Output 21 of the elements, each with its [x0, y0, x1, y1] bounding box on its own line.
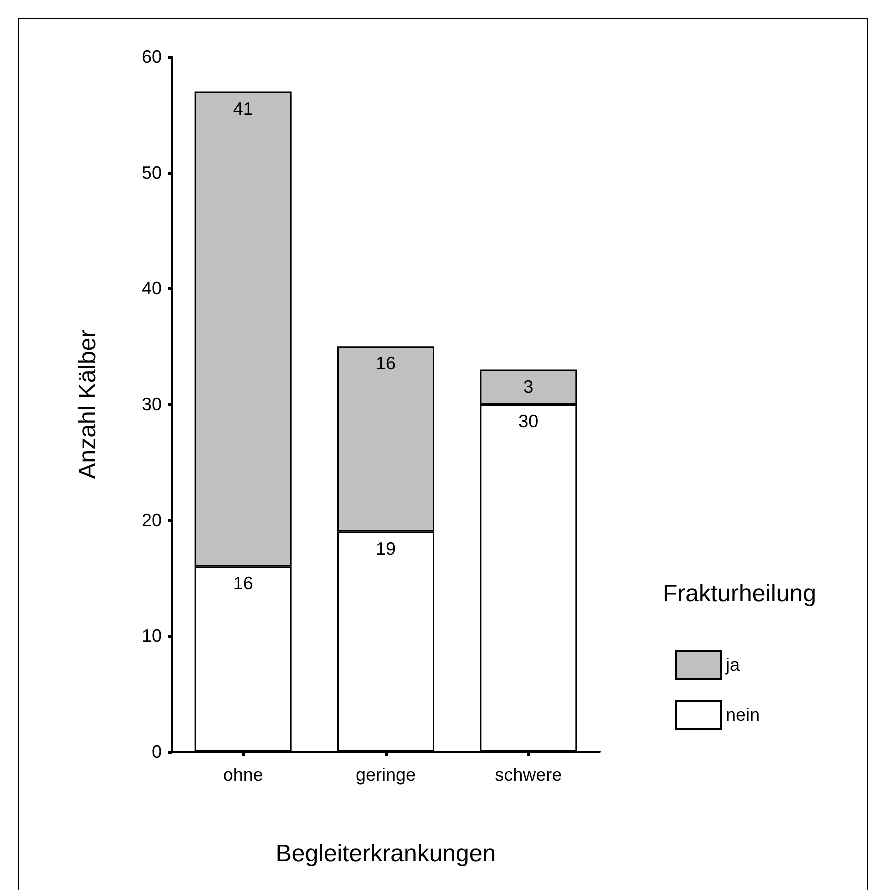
- data-label: 16: [376, 354, 396, 374]
- x-axis-title: Begleiterkrankungen: [276, 840, 496, 868]
- x-tick-label: ohne: [223, 765, 264, 785]
- y-tick-label: 0: [152, 742, 162, 762]
- y-tick-label: 60: [142, 47, 162, 67]
- legend-label: ja: [725, 655, 741, 675]
- y-tick-label: 30: [142, 394, 162, 414]
- data-label: 30: [518, 412, 539, 432]
- x-tick-label: schwere: [495, 765, 562, 785]
- y-axis-title: Anzahl Kälber: [74, 330, 102, 480]
- y-tick-label: 20: [142, 510, 162, 530]
- y-tick-label: 50: [142, 162, 162, 183]
- legend-title: Frakturheilung: [663, 580, 816, 608]
- data-label: 16: [233, 574, 254, 594]
- data-label: 3: [524, 376, 534, 397]
- legend-label: nein: [726, 705, 760, 725]
- data-label: 41: [233, 98, 254, 119]
- data-label: 19: [376, 538, 396, 559]
- x-tick-label: geringe: [356, 765, 416, 785]
- y-tick-label: 40: [142, 278, 162, 299]
- y-tick-label: 10: [142, 626, 162, 646]
